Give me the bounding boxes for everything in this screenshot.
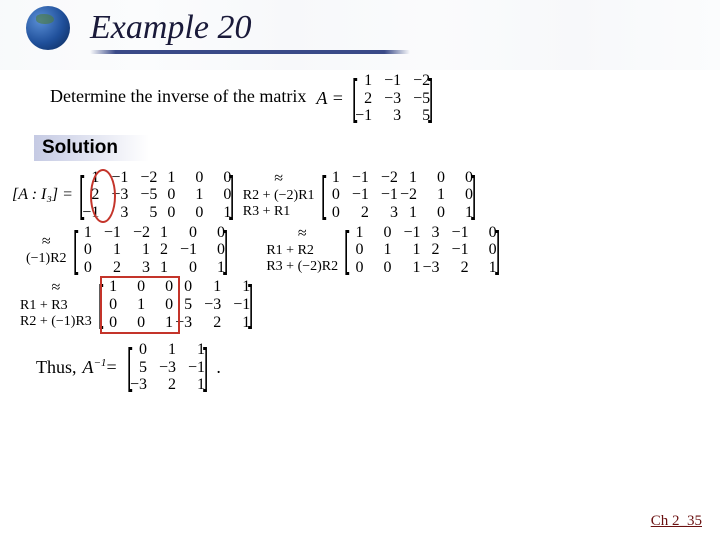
aug1-right: 100010001 xyxy=(159,169,231,222)
final-A: A−1 xyxy=(83,357,107,378)
final-label-pre: Thus, xyxy=(36,357,77,378)
final-eq: = xyxy=(106,357,116,378)
aug4-right: 3−102−10−321 xyxy=(423,224,497,277)
matrix-A-cells: 1−1−22−3−5−135 xyxy=(355,72,430,125)
aug3-left: 1−1−2011023 xyxy=(76,224,150,277)
step3-ops: ≈R1 + R2R3 + (−2)R2 xyxy=(266,225,338,276)
step4-ops: ≈R1 + R3R2 + (−1)R3 xyxy=(20,279,92,330)
page-footer: Ch 2_35 xyxy=(651,513,702,530)
Ainv-cells: 0115−3−1−321 xyxy=(130,341,205,394)
prompt-row: Determine the inverse of the matrix A = … xyxy=(50,72,688,125)
aug2-right: 100−210101 xyxy=(400,169,473,222)
A-label: A = xyxy=(316,88,343,109)
step-3: ≈R1 + R3R2 + (−1)R3 [ 100010001 0115−3−1… xyxy=(16,278,688,331)
aug3-right: 1002−10101 xyxy=(152,224,225,277)
identity-highlight-box xyxy=(100,276,180,334)
pivot-oval xyxy=(90,169,116,223)
aug2: [ 1−1−20−1−1023 100−210101 ] xyxy=(317,169,481,222)
matrix-A: A = [ 1−1−22−3−5−135 ] xyxy=(316,72,437,125)
prompt-text: Determine the inverse of the matrix xyxy=(50,72,306,107)
period: . xyxy=(216,357,221,378)
left-bracket: [ xyxy=(352,84,357,113)
aug4: [ 10−1011001 3−102−10−321 ] xyxy=(340,224,504,277)
aug2-left: 1−1−20−1−1023 xyxy=(324,169,398,222)
right-bracket: ] xyxy=(428,84,433,113)
aug5-right: 0115−3−1−321 xyxy=(175,278,250,331)
step1-ops: ≈R2 + (−2)R1R3 + R1 xyxy=(243,170,315,221)
page-title: Example 20 xyxy=(90,9,251,47)
content-body: Determine the inverse of the matrix A = … xyxy=(0,50,720,394)
step2-ops: ≈(−1)R2 xyxy=(26,233,67,267)
step-2: ≈(−1)R2 [ 1−1−2011023 1002−10101 ] ≈R1 +… xyxy=(22,224,688,277)
globe-icon xyxy=(26,6,70,50)
step1-lhs: [A : I₃] = xyxy=(12,186,73,204)
Ainv-matrix: [ 0115−3−1−321 ] xyxy=(123,341,213,394)
work-area: [A : I₃] = [ 1−1−22−3−5−135 100010001 ] … xyxy=(32,169,688,394)
title-row: Example 20 xyxy=(0,0,720,50)
aug5: [ 100010001 0115−3−1−321 ] xyxy=(94,278,258,331)
aug4-left: 10−1011001 xyxy=(347,224,420,277)
aug3: [ 1−1−2011023 1002−10101 ] xyxy=(69,224,233,277)
solution-label: Solution xyxy=(34,135,178,161)
final-row: Thus, A−1 = [ 0115−3−1−321 ] . xyxy=(36,341,688,394)
